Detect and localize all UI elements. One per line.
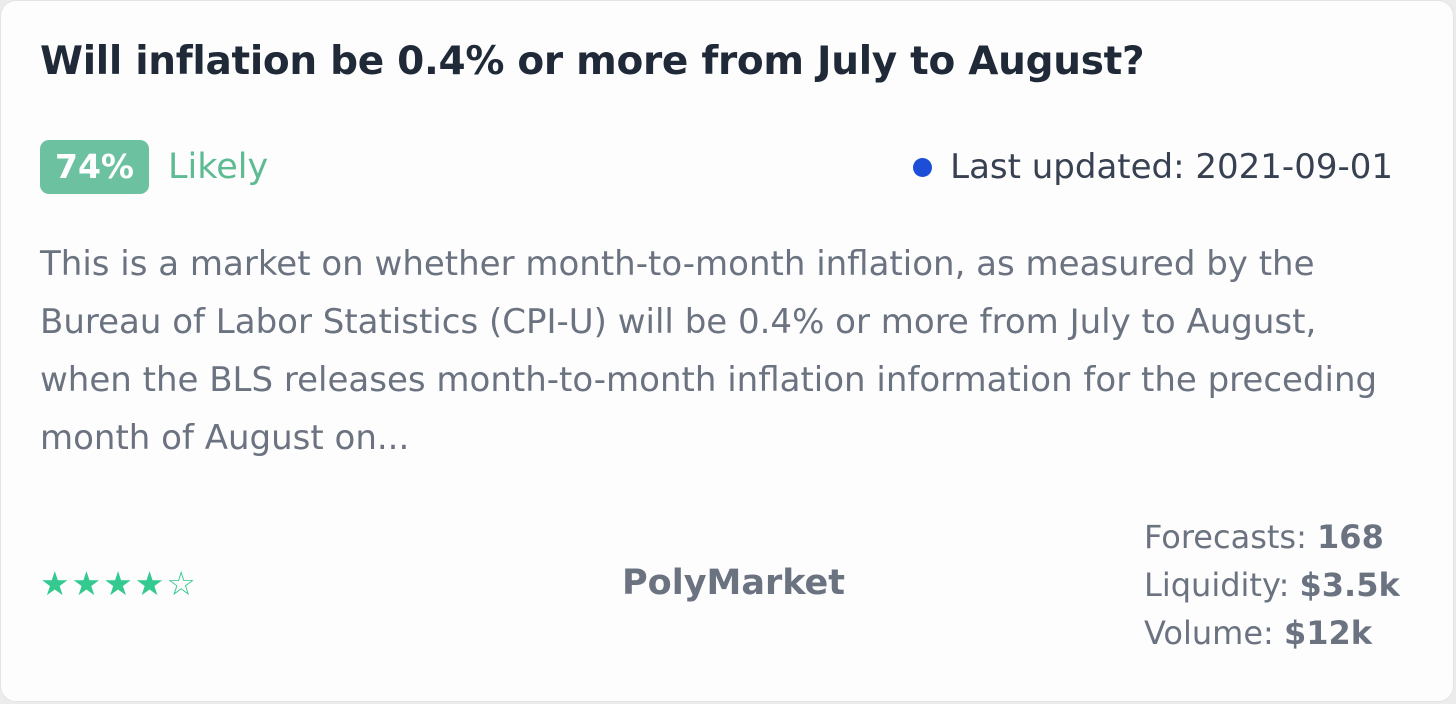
volume-stat: Volume: $12k xyxy=(1144,609,1400,657)
probability-badge: 74% xyxy=(40,140,149,194)
platform-name[interactable]: PolyMarket xyxy=(622,563,846,603)
volume-value: $12k xyxy=(1283,614,1373,652)
liquidity-value: $3.5k xyxy=(1299,566,1400,604)
star-empty-icon: ☆ xyxy=(166,564,196,603)
market-title[interactable]: Will inflation be 0.4% or more from July… xyxy=(40,39,1145,84)
liquidity-stat: Liquidity: $3.5k xyxy=(1144,561,1400,609)
star-icon: ★ xyxy=(134,564,165,603)
market-description: This is a market on whether month-to-mon… xyxy=(40,244,1378,458)
star-rating: ★ ★ ★ ★ ☆ xyxy=(40,561,196,607)
market-stats: Forecasts: 168 Liquidity: $3.5k Volume: … xyxy=(1144,513,1400,657)
star-icon: ★ xyxy=(71,564,102,603)
forecasts-value: 168 xyxy=(1317,518,1384,556)
volume-label: Volume: xyxy=(1144,614,1274,652)
last-updated-prefix: Last updated: xyxy=(950,147,1185,187)
likelihood-label: Likely xyxy=(168,147,269,187)
forecasts-label: Forecasts: xyxy=(1144,518,1307,556)
liquidity-label: Liquidity: xyxy=(1144,566,1290,604)
forecasts-stat: Forecasts: 168 xyxy=(1144,513,1400,561)
last-updated-date: 2021-09-01 xyxy=(1195,147,1393,187)
last-updated: Last updated: 2021-09-01 xyxy=(913,140,1393,194)
last-updated-text: Last updated: 2021-09-01 xyxy=(950,147,1393,187)
star-icon: ★ xyxy=(40,564,70,603)
star-icon: ★ xyxy=(103,564,133,603)
status-dot-icon xyxy=(913,157,933,177)
